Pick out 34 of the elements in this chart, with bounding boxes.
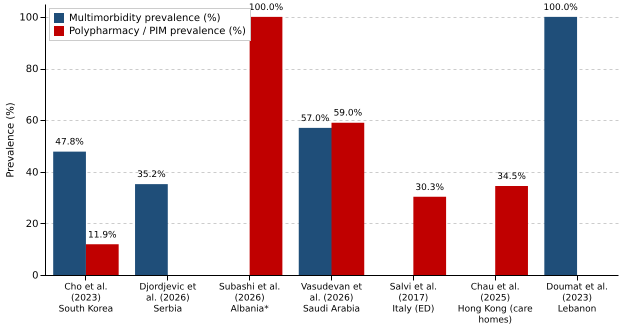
y-axis-title: Prevalence (%) (5, 102, 16, 178)
y-tick-label: 40 (26, 167, 38, 178)
x-tick-label: Vasudevan et al. (2026) Saudi Arabia (300, 282, 363, 314)
data-label: 35.2% (137, 170, 166, 180)
data-label: 30.3% (415, 182, 444, 193)
bar (86, 244, 119, 275)
y-tick-label: 0 (32, 270, 38, 282)
y-tick-label: 20 (26, 218, 38, 230)
bar (495, 186, 528, 275)
bar (413, 196, 446, 275)
bar (250, 16, 282, 275)
y-tick-label: 100 (19, 12, 38, 24)
bar (53, 152, 86, 275)
x-tick-label: Salvi et al. (2017) Italy (ED) (390, 282, 437, 314)
bar (544, 16, 578, 275)
x-tick-label: Cho et al. (2023) South Korea (58, 282, 114, 314)
data-label: 34.5% (497, 172, 526, 182)
data-label: 100.0% (544, 2, 578, 13)
data-label: 59.0% (334, 108, 363, 119)
data-label: 11.9% (88, 230, 118, 240)
legend-label: Polypharmacy / PIM prevalence (%) (69, 26, 246, 37)
x-tick-label: Djordjevic et al. (2026) Serbia (139, 282, 197, 314)
bar (298, 128, 332, 275)
data-label: 47.8% (55, 138, 84, 148)
legend-label: Multimorbidity prevalence (%) (69, 13, 221, 24)
bar (135, 184, 168, 275)
bar (332, 122, 364, 275)
x-tick-label: Chau et al. (2025) Hong Kong (care homes) (458, 282, 534, 326)
data-label: 57.0% (300, 114, 330, 124)
y-tick-label: 60 (26, 116, 38, 127)
data-label: 100.0% (248, 2, 284, 13)
x-tick-label: Doumat et al. (2023) Lebanon (546, 282, 608, 314)
x-tick-label: Subashi et al. (2026) Albania* (219, 282, 280, 314)
y-tick-label: 80 (26, 64, 38, 76)
